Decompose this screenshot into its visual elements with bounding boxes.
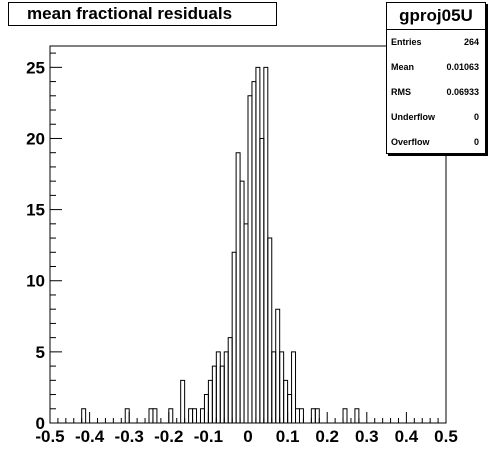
stats-row-overflow: Overflow 0 — [387, 130, 485, 155]
stats-histogram-name: gproj05U — [387, 3, 485, 30]
y-tick-label: 15 — [26, 201, 45, 220]
histogram-bin — [295, 408, 300, 423]
chart-title: mean fractional residuals — [8, 2, 277, 26]
histogram-bin — [287, 394, 293, 423]
stats-value: 0 — [473, 112, 479, 122]
y-tick-label: 0 — [36, 414, 45, 433]
histogram-bin — [251, 81, 257, 423]
stats-row-entries: Entries 264 — [387, 30, 485, 55]
histogram-bin — [168, 408, 174, 423]
histogram-bin — [192, 408, 198, 423]
histogram-bin — [247, 95, 253, 423]
histogram-bin — [243, 223, 249, 423]
histogram-bin — [291, 351, 297, 423]
histogram-bin — [203, 394, 209, 423]
x-tick-label: -0.4 — [75, 427, 105, 446]
histogram-bin — [298, 408, 304, 423]
histogram-bin — [263, 66, 269, 423]
histogram-bin — [124, 408, 130, 423]
stats-label: Entries — [391, 37, 422, 47]
histogram-bin — [207, 379, 213, 423]
histogram-bin — [310, 408, 316, 423]
histogram-bin — [199, 408, 205, 423]
histogram-bin — [223, 351, 229, 423]
x-tick-label: 0.4 — [395, 427, 419, 446]
histogram-bin — [354, 408, 360, 423]
stats-label: RMS — [391, 87, 411, 97]
x-tick-label: 0.5 — [434, 427, 458, 446]
stats-value: 0.01063 — [446, 62, 479, 72]
y-tick-label: 25 — [26, 58, 45, 77]
x-tick-label: -0.2 — [154, 427, 183, 446]
histogram-bin — [180, 379, 186, 423]
histogram-bin — [188, 408, 194, 423]
histogram-bin — [279, 351, 285, 423]
histogram-bin — [211, 365, 217, 423]
histogram-bin — [271, 351, 277, 423]
x-tick-label: -0.3 — [115, 427, 144, 446]
histogram-bin — [219, 365, 225, 423]
histogram-bin — [283, 379, 289, 423]
histogram-bin — [231, 251, 237, 423]
histogram-bin — [267, 237, 273, 423]
stats-value: 0.06933 — [446, 87, 479, 97]
stats-value: 0 — [473, 137, 479, 147]
stats-row-mean: Mean 0.01063 — [387, 55, 485, 80]
stats-row-rms: RMS 0.06933 — [387, 80, 485, 105]
x-tick-label: -0.5 — [35, 427, 64, 446]
histogram-bin — [259, 137, 265, 423]
x-tick-label: 0.1 — [276, 427, 300, 446]
y-tick-label: 10 — [26, 272, 45, 291]
histogram-bin — [314, 408, 320, 423]
histogram-bin — [255, 66, 261, 423]
x-tick-label: 0.3 — [355, 427, 379, 446]
histogram-bin — [148, 408, 154, 423]
stats-label: Overflow — [391, 137, 430, 147]
x-tick-label: 0 — [243, 427, 252, 446]
x-tick-label: 0.2 — [315, 427, 339, 446]
histogram-bin — [342, 408, 348, 423]
histogram-bin — [81, 408, 87, 423]
histogram-bin — [275, 308, 281, 423]
stats-row-underflow: Underflow 0 — [387, 105, 485, 130]
histogram-bin — [152, 408, 158, 423]
histogram-bin — [215, 351, 221, 423]
y-tick-label: 20 — [26, 129, 45, 148]
histogram-bin — [239, 180, 245, 423]
x-tick-label: -0.1 — [194, 427, 223, 446]
stats-label: Underflow — [391, 112, 435, 122]
y-tick-label: 5 — [36, 343, 45, 362]
histogram-bin — [227, 337, 233, 423]
histogram-bin — [235, 152, 241, 423]
stats-value: 264 — [463, 37, 479, 47]
stats-box: gproj05U Entries 264 Mean 0.01063 RMS 0.… — [386, 2, 486, 154]
stats-label: Mean — [391, 62, 415, 72]
